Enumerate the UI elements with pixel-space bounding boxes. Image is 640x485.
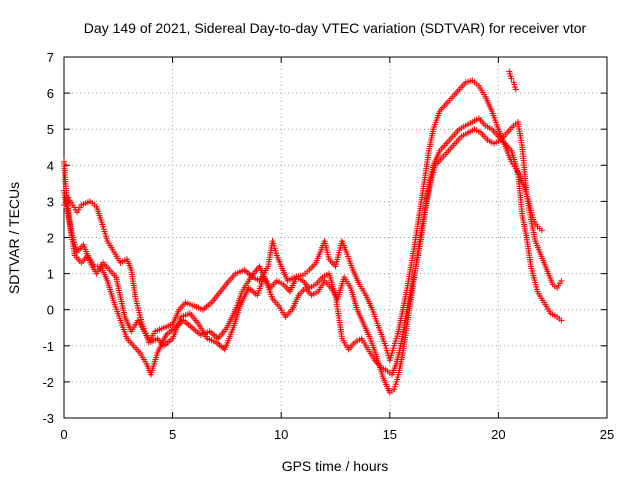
data-point-marker xyxy=(512,86,519,93)
data-point-marker xyxy=(558,317,565,324)
y-tick-label: -2 xyxy=(42,375,54,390)
marker-layer xyxy=(61,68,565,396)
y-tick-label: 6 xyxy=(47,86,54,101)
y-tick-label: -3 xyxy=(42,411,54,426)
tick-layer xyxy=(63,56,608,419)
y-tick-label: 5 xyxy=(47,122,54,137)
x-tick-label: 25 xyxy=(600,427,614,442)
y-tick-label: 0 xyxy=(47,303,54,318)
x-tick-labels: 0 5 10 15 20 25 xyxy=(60,427,614,442)
y-tick-label: 1 xyxy=(47,267,54,282)
chart-title: Day 149 of 2021, Sidereal Day-to-day VTE… xyxy=(84,20,587,36)
data-point-marker xyxy=(558,277,565,284)
data-point-marker xyxy=(508,75,515,82)
x-tick-label: 10 xyxy=(274,427,288,442)
x-tick-label: 5 xyxy=(169,427,176,442)
y-axis-label: SDTVAR / TECUs xyxy=(6,182,22,294)
x-tick-label: 15 xyxy=(383,427,397,442)
y-tick-label: 2 xyxy=(47,231,54,246)
y-tick-label: -1 xyxy=(42,339,54,354)
y-tick-label: 7 xyxy=(47,50,54,65)
x-axis-label: GPS time / hours xyxy=(282,458,389,474)
y-tick-label: 4 xyxy=(47,158,54,173)
y-tick-label: 3 xyxy=(47,194,54,209)
y-tick-labels: -3 -2 -1 0 1 2 3 4 5 6 7 xyxy=(42,50,54,426)
x-tick-label: 20 xyxy=(491,427,505,442)
data-point-marker xyxy=(538,227,545,234)
x-tick-label: 0 xyxy=(60,427,67,442)
